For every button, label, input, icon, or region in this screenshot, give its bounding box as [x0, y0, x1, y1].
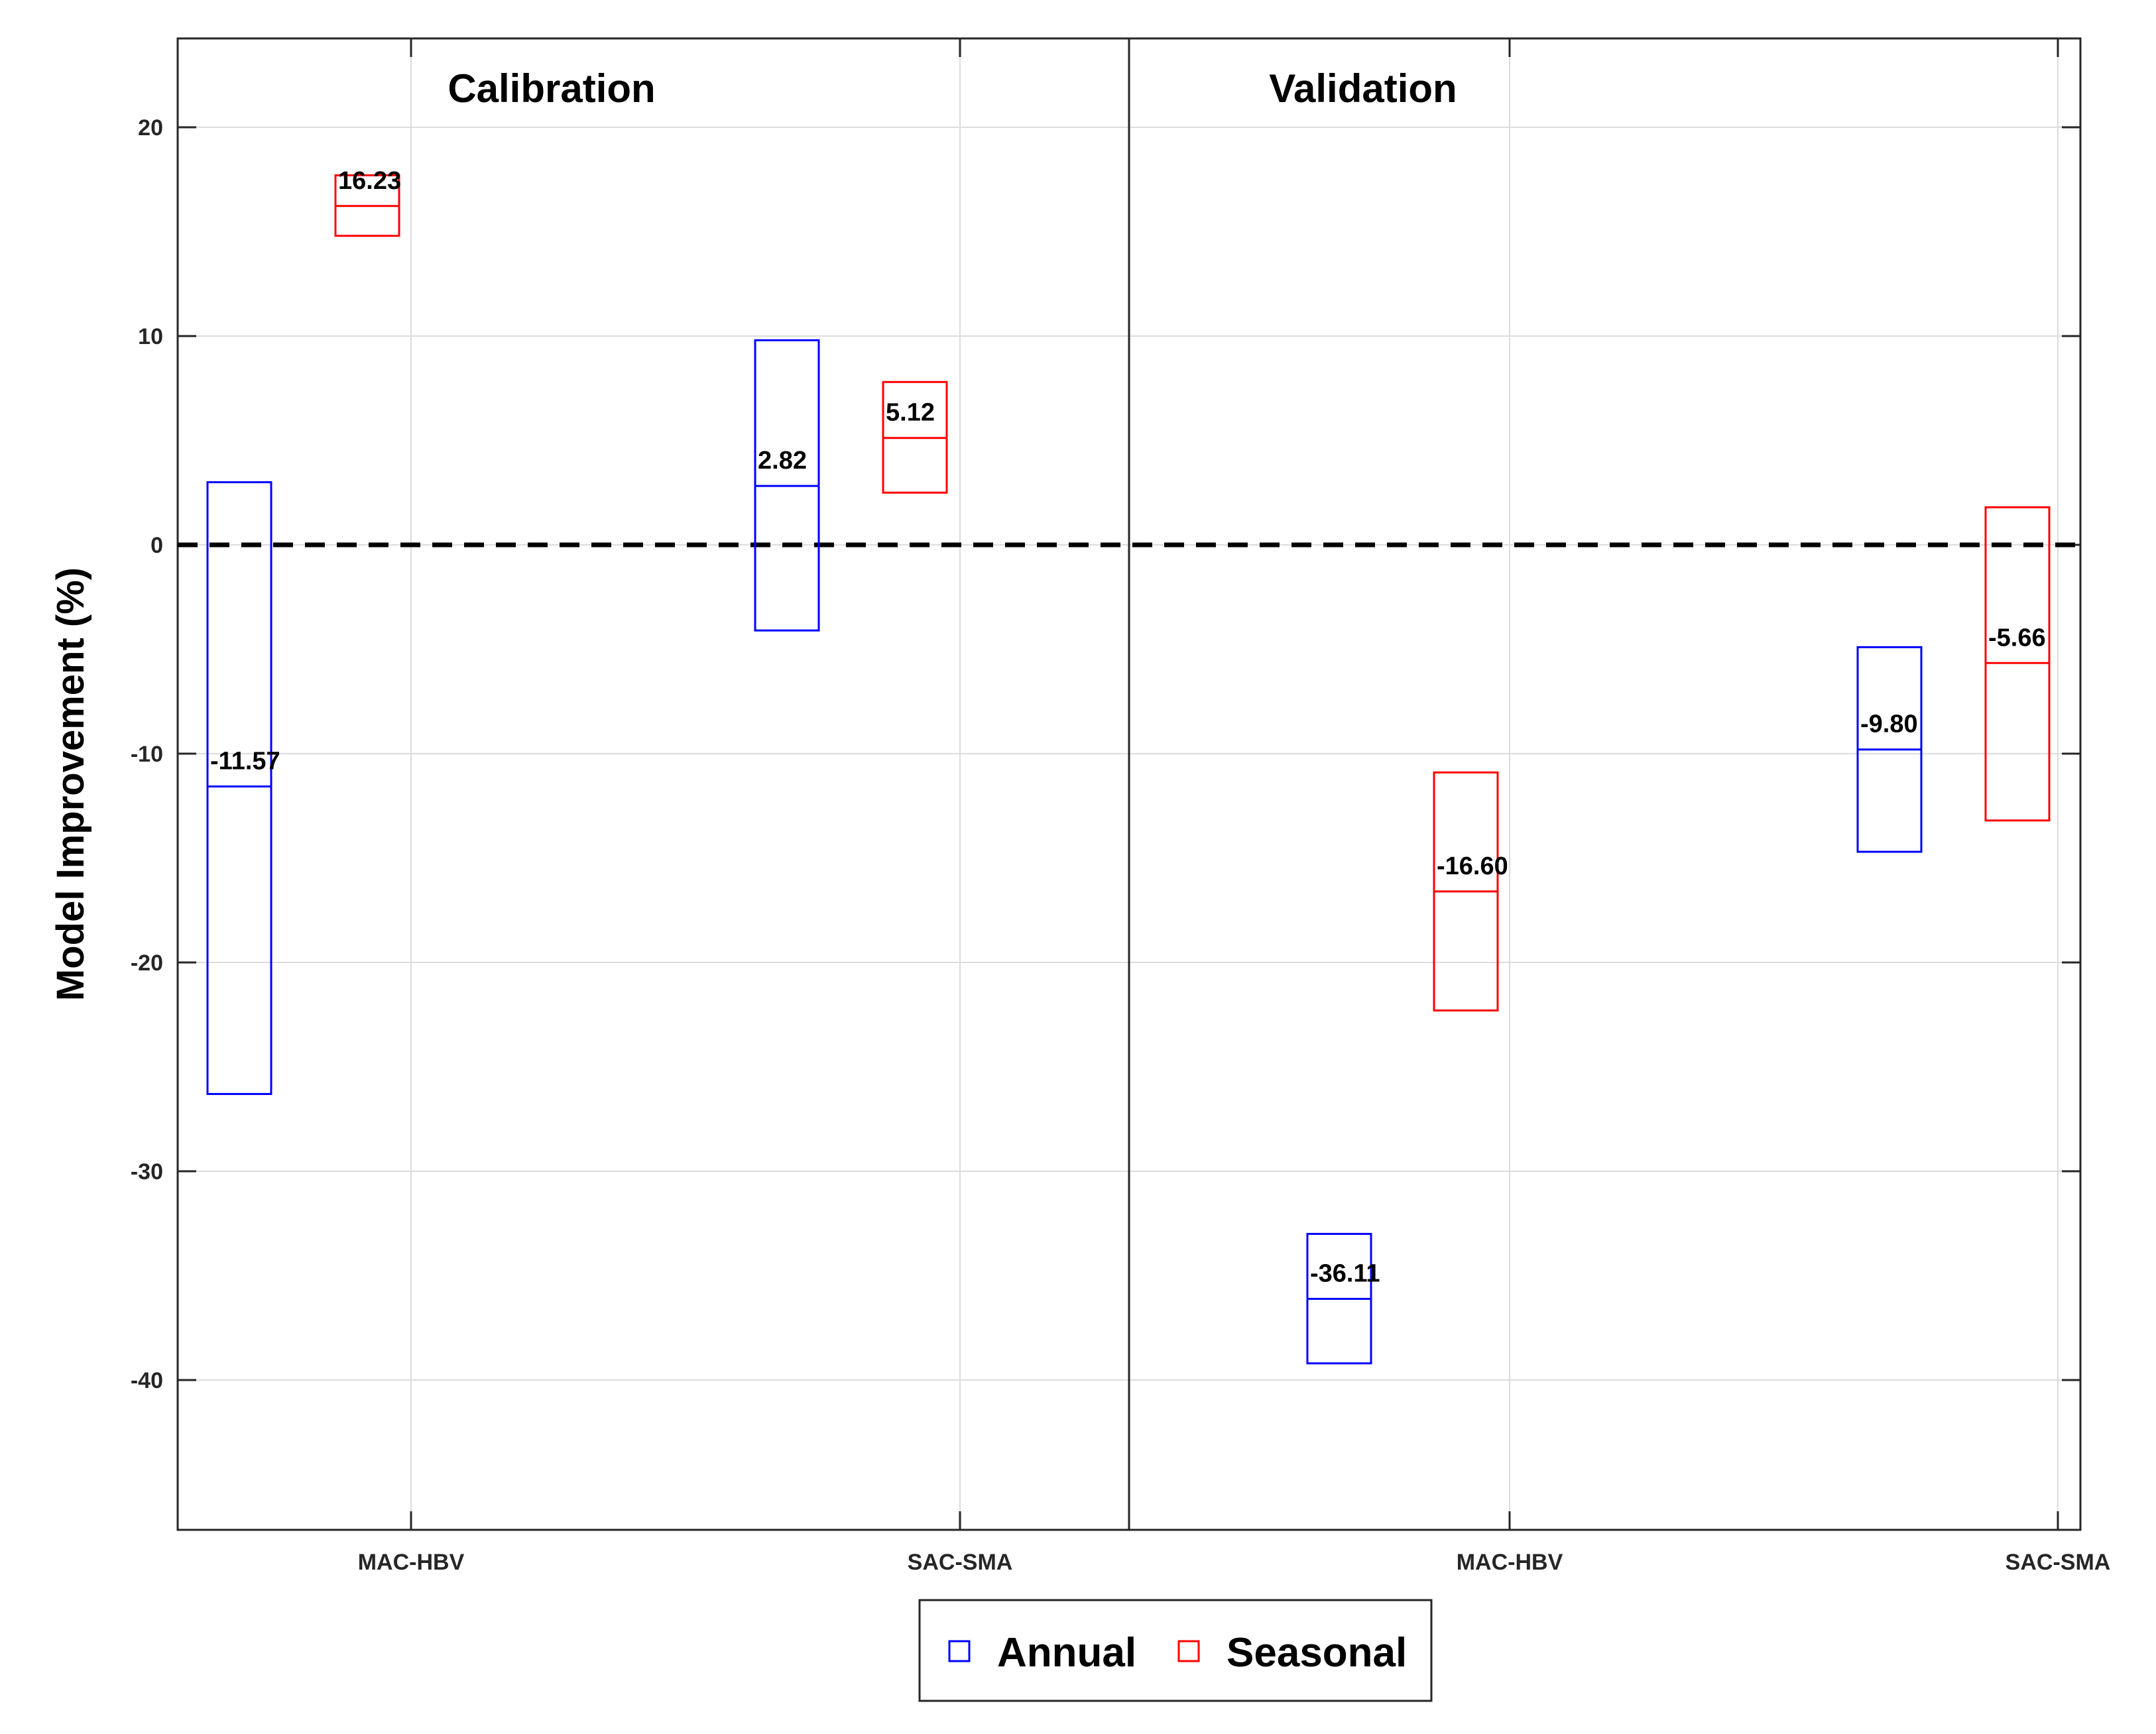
legend-swatch-annual: [948, 1640, 971, 1662]
xtick-label: SAC-SMA: [2006, 1550, 2111, 1575]
xtick-label: SAC-SMA: [908, 1550, 1013, 1575]
data-label: -36.11: [1310, 1259, 1380, 1287]
labels: 20 10 0 -10 -20 -30 -40 Model Improvement (%) Ca…: [49, 66, 2110, 1575]
data-label: -5.66: [1988, 624, 2046, 652]
ytick-label: -20: [131, 951, 163, 976]
legend-label-seasonal: Seasonal: [1227, 1630, 1407, 1676]
data-label: 2.82: [758, 447, 807, 475]
data-label: -9.80: [1860, 711, 1918, 738]
ytick-label: 10: [138, 324, 163, 349]
data-label: -16.60: [1437, 852, 1508, 880]
box-marks: [206, 174, 2051, 1365]
panel-title-calibration: Calibration: [448, 66, 655, 111]
legend-swatch-seasonal: [1177, 1640, 1200, 1662]
ytick-label: -40: [131, 1368, 163, 1393]
box-annual: [206, 481, 272, 1095]
data-label: 16.23: [338, 167, 401, 195]
data-label: -11.57: [210, 747, 280, 775]
legend-box: [918, 1599, 1433, 1702]
panel-title-validation: Validation: [1269, 66, 1457, 111]
ytick-label: 20: [138, 115, 163, 141]
ytick-label: -30: [131, 1159, 163, 1185]
axes: [176, 37, 2082, 1531]
legend: Annual Seasonal: [918, 1599, 1433, 1702]
xtick-label: MAC-HBV: [358, 1550, 465, 1575]
xtick-label: MAC-HBV: [1457, 1550, 1563, 1575]
ytick-label: -10: [131, 742, 163, 767]
ytick-label: 0: [150, 533, 163, 558]
data-label: 5.12: [886, 399, 935, 427]
y-axis-label: Model Improvement (%): [49, 567, 92, 1001]
legend-label-annual: Annual: [997, 1630, 1136, 1676]
